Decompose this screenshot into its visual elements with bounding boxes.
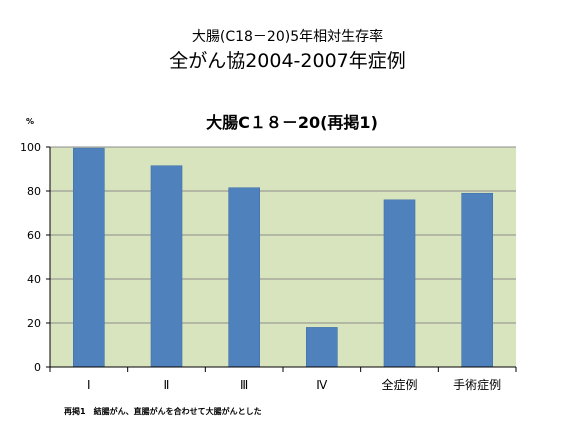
x-tick-label: Ⅳ <box>316 378 327 392</box>
x-tick-label: Ⅲ <box>240 378 248 392</box>
bar <box>73 147 105 368</box>
bar <box>461 192 493 368</box>
y-tick-label: 100 <box>20 141 41 154</box>
y-tick-label: 40 <box>27 273 41 286</box>
bar <box>383 199 416 368</box>
page-subtitle: 全がん協2004-2007年症例 <box>169 50 406 72</box>
y-unit-label: % <box>26 117 34 126</box>
y-tick-label: 20 <box>27 317 41 330</box>
footnote: 再掲1 結腸がん、直腸がんを合わせて大腸がんとした <box>64 407 262 416</box>
plot-area <box>50 147 516 367</box>
page-title: 大腸(C18－20)5年相対生存率 <box>191 29 384 45</box>
chart-title: 大腸C１８－20(再掲1) <box>206 113 378 132</box>
x-tick-label: Ⅰ <box>87 378 91 392</box>
x-tick-label: Ⅱ <box>164 378 170 392</box>
y-tick-label: 0 <box>34 361 41 374</box>
bar <box>306 327 338 368</box>
x-tick-label: 全症例 <box>381 377 417 392</box>
bar <box>150 165 183 368</box>
bar <box>228 187 260 368</box>
x-tick-label: 手術症例 <box>453 377 501 392</box>
y-tick-label: 60 <box>27 229 41 242</box>
y-tick-label: 80 <box>27 185 41 198</box>
